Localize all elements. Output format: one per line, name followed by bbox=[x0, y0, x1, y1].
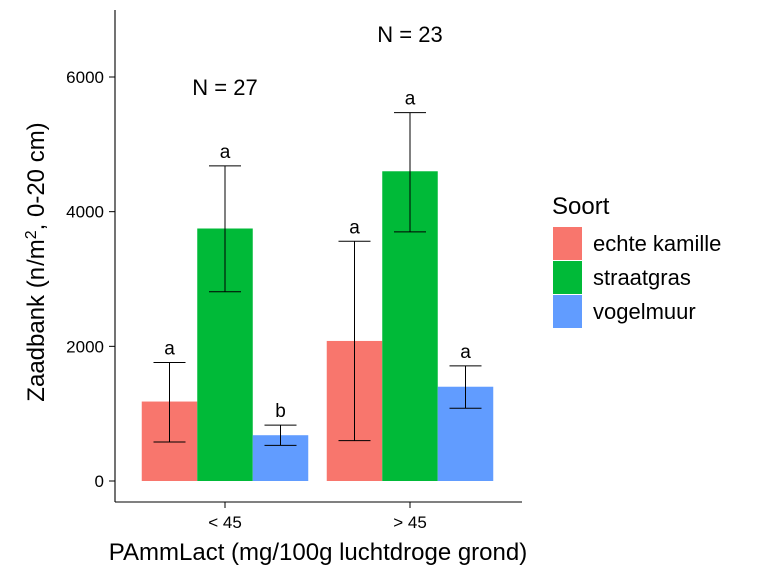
n-annotation: N = 23 bbox=[377, 22, 442, 47]
x-axis-title: PAmmLact (mg/100g luchtdroge grond) bbox=[109, 539, 527, 566]
y-ticks-layer: 0 2000 4000 6000 bbox=[66, 68, 115, 491]
significance-label: a bbox=[405, 89, 416, 110]
significance-labels-layer: a a a a b a bbox=[164, 89, 471, 422]
y-tick-label: 6000 bbox=[66, 68, 104, 87]
significance-label: a bbox=[460, 342, 471, 363]
y-tick-label: 0 bbox=[95, 472, 104, 491]
significance-label: a bbox=[164, 338, 175, 359]
legend-label-straatgras: straatgras bbox=[593, 265, 691, 290]
legend-swatch-vogelmuur bbox=[553, 295, 582, 328]
bars-layer bbox=[141, 171, 494, 481]
errorbar-straatgras-1 bbox=[394, 112, 426, 233]
legend-title: Soort bbox=[552, 193, 610, 220]
significance-label: a bbox=[220, 142, 231, 163]
errorbar-echte-kamille-1 bbox=[338, 240, 371, 442]
legend-swatch-echte-kamille bbox=[553, 227, 582, 260]
errorbar-straatgras-0 bbox=[209, 165, 241, 293]
plot-area: a a a a b a N = 27 N = 23 0 2000 4000 6000 < 45 > … bbox=[66, 10, 522, 532]
significance-label: b bbox=[275, 401, 286, 422]
n-annotations-layer: N = 27 N = 23 bbox=[192, 22, 442, 100]
x-tick-label: < 45 bbox=[208, 513, 242, 532]
y-tick-label: 2000 bbox=[66, 337, 104, 356]
x-ticks-layer: < 45 > 45 bbox=[208, 502, 427, 532]
errorbar-echte-kamille-0 bbox=[153, 361, 186, 443]
errorbars-layer bbox=[153, 112, 482, 446]
y-tick-label: 4000 bbox=[66, 203, 104, 222]
y-axis-title-group: Zaadbank (n/m2, 0-20 cm) bbox=[23, 122, 51, 401]
y-axis-title: Zaadbank (n/m2, 0-20 cm) bbox=[23, 122, 51, 401]
legend-swatch-straatgras bbox=[553, 261, 582, 294]
x-tick-label: > 45 bbox=[393, 513, 427, 532]
significance-label: a bbox=[349, 217, 360, 238]
legend-label-echte-kamille: echte kamille bbox=[593, 231, 721, 256]
legend-label-vogelmuur: vogelmuur bbox=[593, 299, 696, 324]
legend: Soort echte kamille straatgras vogelmuur bbox=[552, 193, 721, 328]
errorbar-vogelmuur-0 bbox=[264, 424, 297, 446]
errorbar-vogelmuur-1 bbox=[449, 365, 482, 409]
n-annotation: N = 27 bbox=[192, 75, 257, 100]
